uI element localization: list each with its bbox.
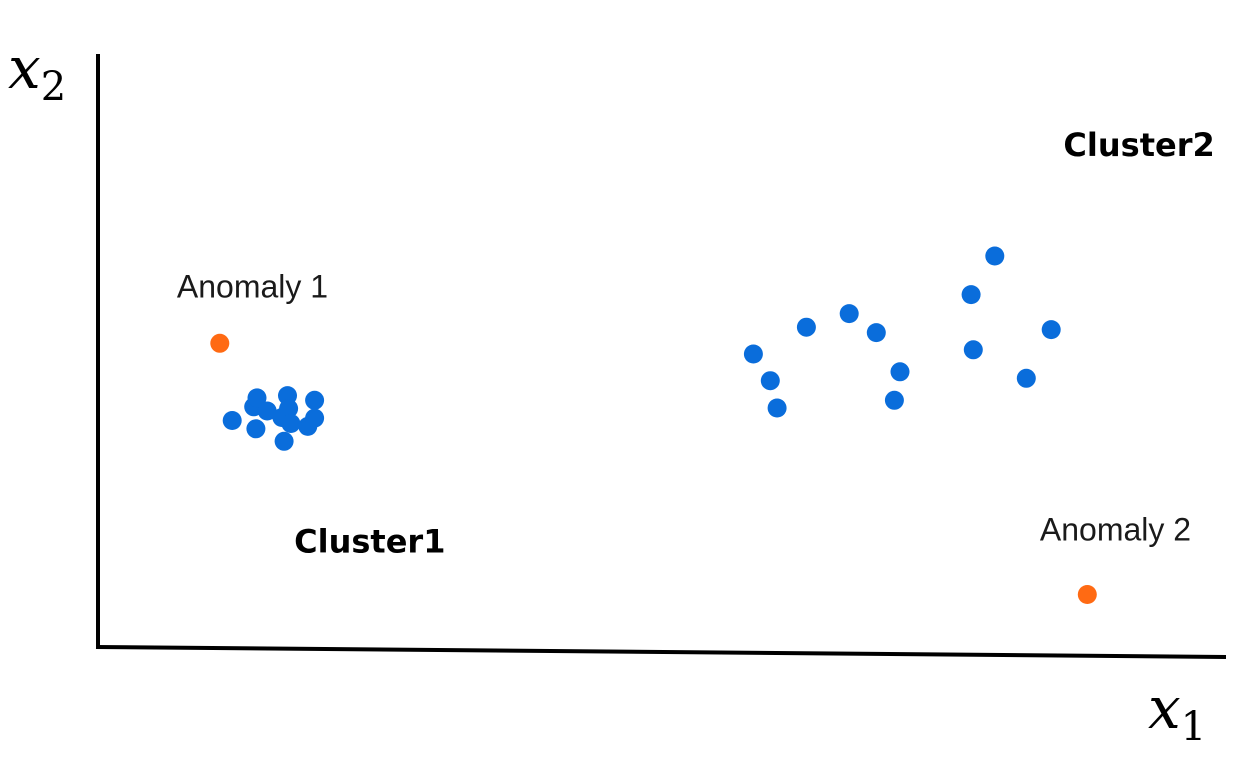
scatter-point-s0-7 (279, 399, 299, 419)
scatter-point-s0-19 (884, 390, 904, 410)
scatter-point-s0-11 (305, 390, 325, 410)
scatter-point-s0-23 (1041, 320, 1061, 340)
scatter-point-s0-3 (247, 388, 267, 408)
cluster-label-3: Cluster2 (1063, 126, 1214, 164)
scatter-point-s0-16 (839, 304, 859, 324)
scatter-point-s0-20 (961, 285, 981, 305)
scatter-point-s0-24 (985, 246, 1005, 266)
scatter-point-s1-1 (1077, 585, 1097, 604)
scatter-point-s0-25 (760, 371, 780, 391)
x-axis-label: x1 (1148, 674, 1206, 750)
scatter-point-s1-0 (210, 333, 230, 353)
scatter-point-s0-14 (767, 398, 787, 418)
scatter-point-s0-15 (796, 317, 816, 337)
scatter-point-s0-17 (866, 323, 886, 343)
scatter-point-s0-9 (274, 431, 294, 451)
scatter-point-s0-4 (257, 401, 277, 421)
scatter-point-s0-0 (222, 411, 242, 430)
points-layer (210, 246, 1097, 604)
scatter-point-s0-8 (281, 414, 301, 433)
scatter-point-s0-21 (963, 340, 983, 360)
scatter-point-s0-13 (743, 344, 763, 364)
scatter-point-s0-18 (890, 362, 910, 382)
anomaly-label-1: Anomaly 2 (1040, 512, 1191, 548)
x-axis-line (95, 645, 1227, 659)
labels-layer: Anomaly 1 Anomaly 2 Cluster1 Cluster2 (177, 126, 1215, 560)
scatter-point-s0-2 (246, 419, 266, 439)
anomaly-label-0: Anomaly 1 (177, 269, 328, 305)
scatter-point-s0-22 (1016, 368, 1036, 388)
cluster-label-2: Cluster1 (294, 522, 445, 560)
scatter-point-s0-12 (305, 408, 325, 428)
y-axis-label: x2 (8, 34, 66, 110)
